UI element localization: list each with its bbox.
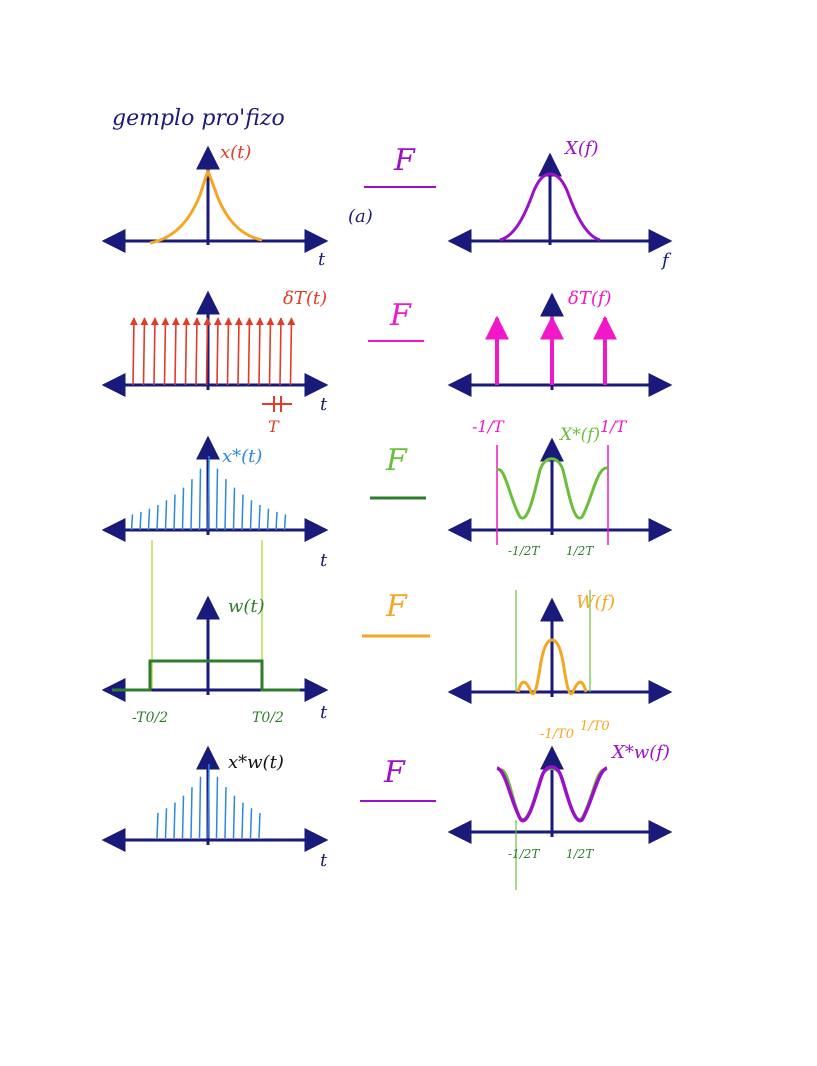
impulse-12 bbox=[255, 317, 264, 386]
sample-1 bbox=[139, 511, 142, 531]
sample-0 bbox=[130, 514, 134, 531]
row-3: x*(t) t F -1/T 1/T X*(f) -1/2T 1/2T bbox=[101, 417, 673, 571]
row3-sampled-signal bbox=[130, 455, 287, 531]
sample-11 bbox=[224, 479, 227, 531]
row3-right-low-right: 1/2T bbox=[566, 544, 594, 558]
row2-period-marker bbox=[262, 396, 292, 412]
impulse-15 bbox=[287, 317, 296, 386]
windowed-sample-8 bbox=[224, 787, 227, 839]
windowed-sample-2 bbox=[173, 802, 176, 839]
impulse-7 bbox=[203, 317, 212, 386]
row1-left-label: x(t) bbox=[220, 142, 251, 163]
sample-2 bbox=[147, 508, 151, 531]
row-1: x(t) t (a) F X(f) f bbox=[101, 138, 673, 271]
impulse-14 bbox=[276, 317, 285, 386]
sample-16 bbox=[266, 508, 270, 531]
row1-left-axis-label: t bbox=[318, 249, 326, 270]
windowed-sample-9 bbox=[232, 795, 236, 839]
row4-left-axis-label: t bbox=[320, 702, 328, 723]
row1-transform-symbol: F bbox=[393, 143, 416, 178]
impulse-5 bbox=[182, 317, 191, 386]
row4-right-sinc bbox=[516, 638, 588, 696]
sample-10 bbox=[215, 468, 219, 531]
impulse-8 bbox=[213, 317, 222, 386]
windowed-sample-12 bbox=[258, 812, 261, 839]
impulse-6 bbox=[192, 317, 201, 386]
row1-right-axis-label: f bbox=[660, 250, 672, 271]
row4-window-rect bbox=[112, 659, 300, 692]
row4-left-label: w(t) bbox=[228, 596, 265, 617]
row5-right-purple-spectrum bbox=[496, 765, 608, 823]
row2-left-label: δT(t) bbox=[283, 288, 327, 309]
windowed-sample-5 bbox=[198, 776, 202, 839]
sample-3 bbox=[156, 504, 159, 531]
sample-9 bbox=[207, 455, 210, 531]
impulse-9 bbox=[224, 317, 233, 386]
windowed-sample-7 bbox=[215, 776, 219, 839]
row3-left-axis-label: t bbox=[320, 550, 328, 571]
sample-12 bbox=[232, 487, 236, 531]
row3-right-mark-left: -1/T bbox=[472, 417, 505, 436]
row3-right-low-left: -1/2T bbox=[508, 544, 540, 558]
row-4: w(t) t -T0/2 T0/2 F W(f) bbox=[101, 589, 673, 726]
tag-a: (a) bbox=[348, 206, 373, 227]
row5-right-top-left: -1/T0 bbox=[540, 727, 574, 742]
windowed-sample-3 bbox=[181, 795, 185, 839]
sample-15 bbox=[258, 504, 261, 531]
row1-right-label: X(f) bbox=[563, 138, 599, 159]
windowed-sample-0 bbox=[156, 812, 159, 839]
row1-left-curve bbox=[149, 169, 263, 245]
row5-left-label: x*w(t) bbox=[228, 752, 284, 773]
impulse-1 bbox=[140, 317, 149, 386]
impulse-13 bbox=[266, 317, 275, 386]
row5-left-axis-label: t bbox=[320, 850, 328, 871]
sample-7 bbox=[190, 479, 193, 531]
sample-17 bbox=[275, 511, 278, 531]
windowed-sample-1 bbox=[164, 808, 168, 839]
windowed-sample-6 bbox=[207, 763, 210, 839]
page-title: gemplo pro'fizo bbox=[112, 106, 285, 131]
row2-impulse-train bbox=[129, 317, 296, 386]
row4-right-label: W(f) bbox=[576, 592, 615, 613]
sample-18 bbox=[283, 514, 287, 531]
windowed-sample-4 bbox=[190, 787, 193, 839]
row5-transform-symbol: F bbox=[383, 755, 406, 790]
impulse-0 bbox=[129, 317, 138, 386]
row3-right-mark-right: 1/T bbox=[600, 417, 628, 436]
row-2: δT(t) t T F δT(f) bbox=[101, 288, 673, 436]
sample-8 bbox=[198, 468, 202, 531]
impulse-2 bbox=[150, 317, 159, 386]
row2-period-label: T bbox=[268, 417, 280, 436]
row5-right-label: X*w(f) bbox=[610, 742, 670, 763]
sample-5 bbox=[173, 494, 176, 531]
row5-right-top-right: 1/T0 bbox=[580, 719, 610, 734]
impulse-3 bbox=[161, 317, 170, 386]
row2-left-axis-label: t bbox=[320, 394, 328, 415]
row4-transform-symbol: F bbox=[385, 589, 408, 624]
sample-4 bbox=[164, 500, 168, 531]
row5-right-low-left: -1/2T bbox=[508, 847, 540, 861]
row2-transform-symbol: F bbox=[389, 298, 412, 333]
impulse-4 bbox=[171, 317, 180, 386]
row5-windowed-samples bbox=[156, 763, 261, 839]
impulse-11 bbox=[245, 317, 254, 386]
sample-6 bbox=[181, 487, 185, 531]
row-5: x*w(t) t F -1/T0 1/T0 X*w(f) -1/2T 1/2T bbox=[101, 719, 673, 890]
sample-14 bbox=[249, 500, 253, 531]
row3-left-label: x*(t) bbox=[222, 446, 262, 467]
row2-right-label: δT(f) bbox=[568, 288, 612, 309]
sample-13 bbox=[241, 494, 244, 531]
row3-right-periodic-spectrum bbox=[496, 457, 609, 520]
row3-right-label: X*(f) bbox=[558, 425, 600, 445]
impulse-10 bbox=[234, 317, 243, 386]
row1-right-curve bbox=[499, 172, 601, 242]
row4-left-low-right: T0/2 bbox=[252, 710, 284, 726]
windowed-sample-11 bbox=[249, 808, 253, 839]
windowed-sample-10 bbox=[241, 802, 244, 839]
row3-transform-symbol: F bbox=[385, 443, 408, 478]
row5-right-low-right: 1/2T bbox=[566, 847, 594, 861]
row4-left-low-left: -T0/2 bbox=[132, 710, 168, 726]
